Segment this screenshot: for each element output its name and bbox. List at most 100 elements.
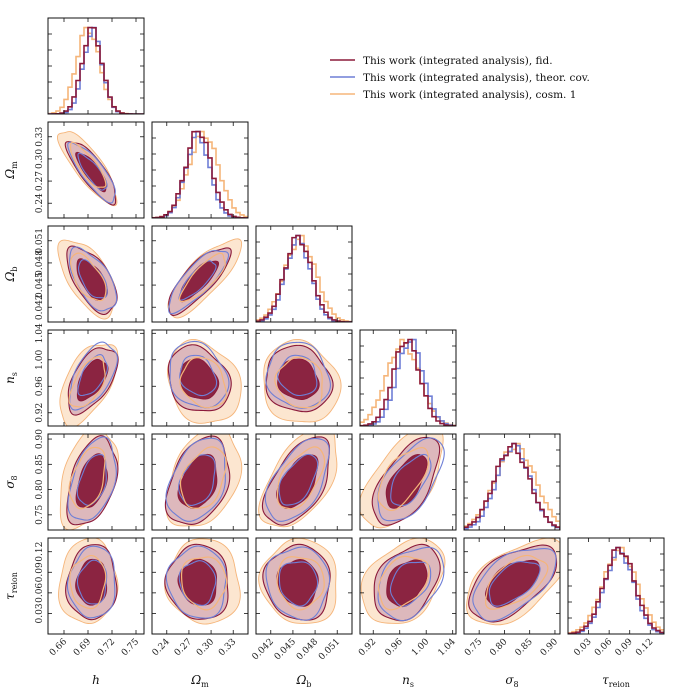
hist-panel-Om	[151, 121, 249, 219]
y-tick-label: 0.96	[35, 376, 45, 396]
x-axis-label-s8: σ8	[505, 673, 518, 689]
panel-content	[256, 330, 352, 426]
hist-panel-ns	[359, 329, 457, 427]
contour-theor-95	[265, 546, 331, 621]
panel-frame	[463, 537, 561, 635]
x-tick-label: 0.051	[317, 637, 342, 662]
hist-fid	[464, 442, 560, 530]
x-axis-label-ns: ns	[402, 673, 414, 689]
y-tick-label: 0.06	[35, 583, 45, 603]
contour-cosm1-68	[276, 556, 325, 611]
x-axis-label-Ob: Ωb	[295, 673, 311, 689]
panel-frame	[47, 433, 145, 531]
contour-panel-s8-tau: 0.75 0.80 0.85 0.90 σ8	[463, 537, 561, 689]
panel-content	[48, 330, 144, 426]
contour-cosm1-68	[69, 252, 107, 302]
contour-panel-Ob-s8	[255, 433, 353, 531]
contour-theor-68	[277, 354, 318, 397]
y-tick-label: 0.80	[35, 479, 45, 499]
panel-content	[152, 122, 248, 218]
y-tick-label: 0.85	[35, 454, 45, 474]
panel-frame	[47, 537, 145, 635]
x-tick-label: 0.72	[96, 637, 117, 658]
panel-frame	[359, 433, 457, 531]
contour-panel-ns-tau: 0.92 0.96 1.00 1.04 ns	[357, 537, 458, 689]
panel-content	[48, 226, 144, 322]
hist-fid	[256, 234, 352, 322]
contour-theor-95	[66, 545, 116, 619]
panel-content	[464, 538, 560, 634]
panel-frame	[151, 433, 249, 531]
panel-frame	[255, 329, 353, 427]
contour-cosm1-68	[68, 446, 106, 510]
contour-theor-95	[472, 548, 557, 622]
panel-frame	[151, 225, 249, 323]
panel-frame	[47, 121, 145, 219]
panel-frame	[47, 225, 145, 323]
contour-panel-h-Om: 0.24 0.27 0.30 0.33 Ωm	[3, 121, 145, 219]
hist-panel-Ob	[255, 225, 353, 323]
contour-theor-68	[278, 561, 319, 607]
contour-theor-68	[76, 559, 108, 605]
contour-panel-h-tau: 0.66 0.69 0.72 0.75 h 0.030.060.090.12 τreion	[3, 537, 145, 687]
contour-theor-68	[76, 453, 107, 506]
contour-fid-68	[75, 558, 108, 606]
contour-cosm1-68	[276, 446, 326, 510]
y-tick-label: 1.00	[35, 350, 45, 370]
panel-content	[256, 434, 352, 530]
hist-panel-h	[47, 17, 145, 115]
y-axis-label-tau: τreion	[3, 572, 19, 600]
x-axis-label-tau: τreion	[602, 673, 630, 689]
x-tick-label: 0.80	[488, 637, 509, 658]
contour-theor-95	[264, 437, 330, 522]
contour-panel-Om-Ob	[151, 225, 249, 323]
panel-content	[256, 226, 352, 322]
panel-content	[568, 538, 664, 634]
x-tick-label: 0.045	[273, 637, 298, 662]
panel-content	[152, 226, 248, 322]
x-tick-label: 0.85	[514, 637, 535, 658]
y-tick-label: 0.30	[35, 149, 45, 169]
hist-fid	[360, 338, 456, 426]
x-tick-label: 0.048	[295, 637, 320, 662]
y-tick-label: 0.051	[35, 228, 45, 254]
panel-content	[152, 434, 248, 530]
contour-cosm1-68	[274, 356, 323, 409]
y-tick-label: 1.04	[35, 323, 45, 343]
x-tick-label: 0.30	[195, 637, 216, 658]
x-tick-label: 0.042	[251, 637, 276, 662]
x-tick-label: 0.06	[593, 637, 614, 658]
contour-theor-68	[178, 560, 217, 606]
x-tick-label: 0.33	[217, 637, 238, 658]
x-tick-label: 0.69	[72, 637, 93, 658]
x-tick-label: 0.09	[614, 637, 635, 658]
contour-panel-Om-s8	[151, 433, 249, 531]
contour-theor-95	[265, 341, 331, 409]
y-tick-label: 0.09	[35, 562, 45, 582]
y-tick-label: 0.92	[35, 403, 45, 423]
x-tick-label: 0.03	[572, 637, 593, 658]
y-tick-label: 0.03	[35, 603, 45, 623]
contour-cosm1-68	[69, 141, 107, 188]
panel-content	[48, 538, 144, 634]
x-tick-label: 0.24	[151, 637, 172, 658]
contour-theor-68	[390, 453, 432, 507]
panel-frame	[151, 537, 249, 635]
x-tick-label: 0.90	[539, 637, 560, 658]
contour-panel-Om-tau: 0.24 0.27 0.30 0.33 Ωm	[151, 537, 249, 689]
hist-fid	[568, 546, 664, 634]
contour-panel-Om-ns	[151, 329, 249, 427]
panel-frame	[151, 329, 249, 427]
y-tick-label: 0.27	[35, 171, 45, 191]
panel-content	[464, 434, 560, 530]
contour-cosm1-68	[377, 555, 430, 611]
panel-content	[152, 538, 248, 634]
contour-cosm1-68	[485, 554, 549, 610]
x-tick-label: 0.75	[463, 637, 484, 658]
panel-frame	[47, 329, 145, 427]
legend-label-fid: This work (integrated analysis), fid.	[363, 55, 553, 67]
panel-content	[360, 434, 456, 530]
contour-theor-95	[69, 341, 119, 411]
